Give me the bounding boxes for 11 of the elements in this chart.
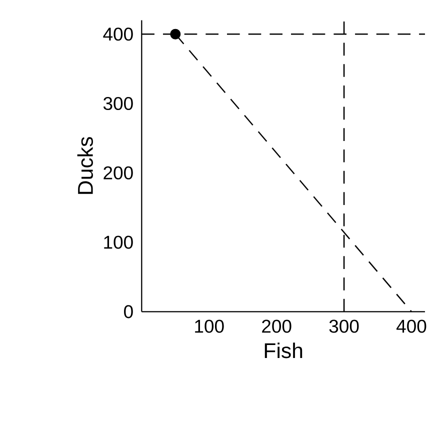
x-tick-label: 100 <box>195 320 224 333</box>
x-tick-label: 200 <box>262 320 292 333</box>
y-tick-label: 400 <box>103 28 133 41</box>
y-tick-label: 300 <box>103 96 133 110</box>
x-axis-title: Fish <box>264 342 302 358</box>
y-tick-label: 0 <box>124 305 133 318</box>
x-tick-label: 400 <box>396 320 426 333</box>
y-tick-label: 100 <box>104 236 133 249</box>
y-tick-label: 200 <box>104 166 133 180</box>
x-tick-label: 300 <box>329 320 359 333</box>
y-axis-title: Ducks <box>77 137 93 194</box>
